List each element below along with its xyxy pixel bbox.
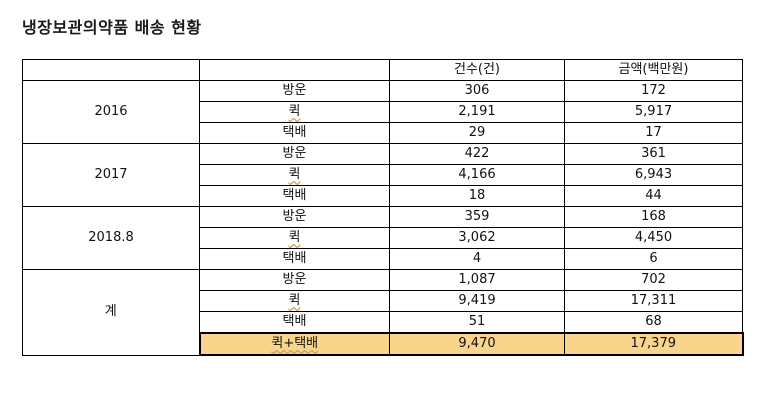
- table-row: 2018.8 방운 359 168: [22, 206, 743, 270]
- amount-cell: 6: [564, 248, 743, 270]
- type-cell: 택배: [199, 122, 390, 144]
- amount-cell: 17: [564, 122, 743, 144]
- count-cell: 51: [389, 311, 565, 334]
- table-row: 택배 51 68: [23, 311, 743, 334]
- amount-cell: 172: [564, 80, 743, 102]
- amount-cell: 168: [564, 206, 743, 228]
- type-cell: 택배: [199, 311, 390, 334]
- type-cell: 퀵: [199, 290, 390, 312]
- type-cell: 퀵: [199, 164, 390, 186]
- year-cell: 2016: [22, 80, 200, 144]
- header-row: 건수(건) 금액(백만원): [22, 59, 743, 81]
- table-row: 택배 4 6: [23, 248, 743, 270]
- table-row: 퀵 2,191 5,917: [23, 101, 743, 123]
- type-cell: 퀵: [199, 227, 390, 249]
- type-cell: 택배: [199, 185, 390, 207]
- table-row: 퀵 9,419 17,311: [23, 290, 743, 312]
- year-cell: 계: [22, 269, 200, 356]
- amount-cell: 44: [564, 185, 743, 207]
- table-row: 계 방운 1,087 702: [22, 269, 743, 356]
- type-cell: 방운: [199, 206, 390, 228]
- total-type-cell: 퀵+택배: [198, 332, 390, 356]
- count-cell: 3,062: [389, 227, 565, 249]
- total-type-label: 퀵+택배: [271, 336, 319, 351]
- type-cell: 택배: [199, 248, 390, 270]
- count-cell: 359: [389, 206, 565, 228]
- page-title: 냉장보관의약품 배송 현황: [22, 18, 202, 37]
- table-row: 퀵 3,062 4,450: [23, 227, 743, 249]
- amount-cell: 702: [564, 269, 743, 291]
- table-row: 2016 방운 306 172: [22, 80, 743, 144]
- count-cell: 4,166: [389, 164, 565, 186]
- table-row: 퀵 4,166 6,943: [23, 164, 743, 186]
- header-amount: 금액(백만원): [564, 59, 743, 81]
- amount-cell: 6,943: [564, 164, 743, 186]
- amount-cell: 17,311: [564, 290, 743, 312]
- table-row: 2017 방운 422 361: [22, 143, 743, 207]
- count-cell: 422: [389, 143, 565, 165]
- count-cell: 18: [389, 185, 565, 207]
- amount-cell: 4,450: [564, 227, 743, 249]
- count-cell: 29: [389, 122, 565, 144]
- count-cell: 1,087: [389, 269, 565, 291]
- year-cell: 2018.8: [22, 206, 200, 270]
- type-cell: 방운: [199, 80, 390, 102]
- count-cell: 2,191: [389, 101, 565, 123]
- amount-cell: 68: [564, 311, 743, 334]
- type-label: 퀵: [288, 230, 301, 245]
- amount-cell: 5,917: [564, 101, 743, 123]
- header-cell-blank-2: [199, 59, 390, 81]
- type-label: 퀵: [288, 104, 301, 119]
- total-amount-cell: 17,379: [564, 332, 744, 356]
- type-cell: 방운: [199, 269, 390, 291]
- type-cell: 방운: [199, 143, 390, 165]
- amount-cell: 361: [564, 143, 743, 165]
- total-count-cell: 9,470: [389, 332, 565, 356]
- total-row: 퀵+택배 9,470 17,379: [23, 332, 744, 356]
- type-label: 퀵: [288, 167, 301, 182]
- year-cell: 2017: [22, 143, 200, 207]
- delivery-status-table: 건수(건) 금액(백만원) 2016 방운 306 172 퀵 2,191 5,…: [22, 59, 744, 356]
- type-label: 퀵: [288, 293, 301, 308]
- count-cell: 306: [389, 80, 565, 102]
- header-cell-blank-1: [22, 59, 200, 81]
- header-count: 건수(건): [389, 59, 565, 81]
- count-cell: 9,419: [389, 290, 565, 312]
- count-cell: 4: [389, 248, 565, 270]
- type-cell: 퀵: [199, 101, 390, 123]
